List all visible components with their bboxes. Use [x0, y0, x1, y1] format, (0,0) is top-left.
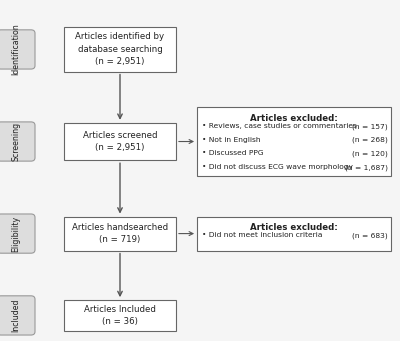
- FancyBboxPatch shape: [0, 30, 35, 69]
- Text: Eligibility: Eligibility: [12, 216, 20, 252]
- FancyBboxPatch shape: [197, 107, 391, 176]
- Text: Articles Included
(n = 36): Articles Included (n = 36): [84, 305, 156, 326]
- FancyBboxPatch shape: [0, 296, 35, 335]
- Text: Articles handsearched
(n = 719): Articles handsearched (n = 719): [72, 223, 168, 244]
- FancyBboxPatch shape: [64, 123, 176, 160]
- Text: (n = 157): (n = 157): [352, 123, 388, 130]
- Text: (n = 1,687): (n = 1,687): [345, 164, 388, 170]
- FancyBboxPatch shape: [197, 217, 391, 251]
- Text: • Reviews, case studies or commentaries: • Reviews, case studies or commentaries: [202, 123, 357, 129]
- Text: Articles excluded:: Articles excluded:: [250, 114, 338, 122]
- Text: Articles identified by
database searching
(n = 2,951): Articles identified by database searchin…: [76, 32, 164, 66]
- Text: Articles screened
(n = 2,951): Articles screened (n = 2,951): [83, 131, 157, 152]
- FancyBboxPatch shape: [0, 122, 35, 161]
- Text: (n = 268): (n = 268): [352, 137, 388, 143]
- Text: • Not in English: • Not in English: [202, 137, 260, 143]
- FancyBboxPatch shape: [0, 214, 35, 253]
- FancyBboxPatch shape: [64, 300, 176, 331]
- FancyBboxPatch shape: [64, 217, 176, 251]
- Text: (n = 120): (n = 120): [352, 150, 388, 157]
- Text: Articles excluded:: Articles excluded:: [250, 223, 338, 232]
- Text: (n = 683): (n = 683): [352, 232, 388, 239]
- Text: Screening: Screening: [12, 122, 20, 161]
- FancyBboxPatch shape: [64, 27, 176, 72]
- Text: • Discussed PPG: • Discussed PPG: [202, 150, 264, 157]
- Text: Included: Included: [12, 299, 20, 332]
- Text: • Did not discuss ECG wave morphology: • Did not discuss ECG wave morphology: [202, 164, 353, 170]
- Text: • Did not meet inclusion criteria: • Did not meet inclusion criteria: [202, 232, 322, 238]
- Text: Identification: Identification: [12, 24, 20, 75]
